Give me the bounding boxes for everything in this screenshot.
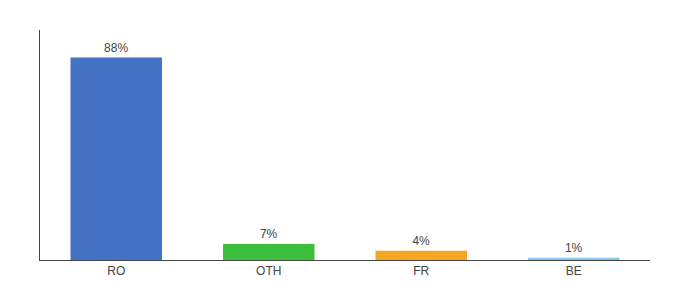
svg-text:4%: 4% — [412, 234, 430, 248]
svg-text:RO: RO — [107, 264, 125, 278]
svg-text:1%: 1% — [565, 241, 583, 255]
svg-text:BE: BE — [566, 264, 582, 278]
svg-text:OTH: OTH — [256, 264, 281, 278]
svg-text:FR: FR — [413, 264, 429, 278]
svg-text:7%: 7% — [260, 227, 278, 241]
svg-text:88%: 88% — [104, 41, 128, 55]
